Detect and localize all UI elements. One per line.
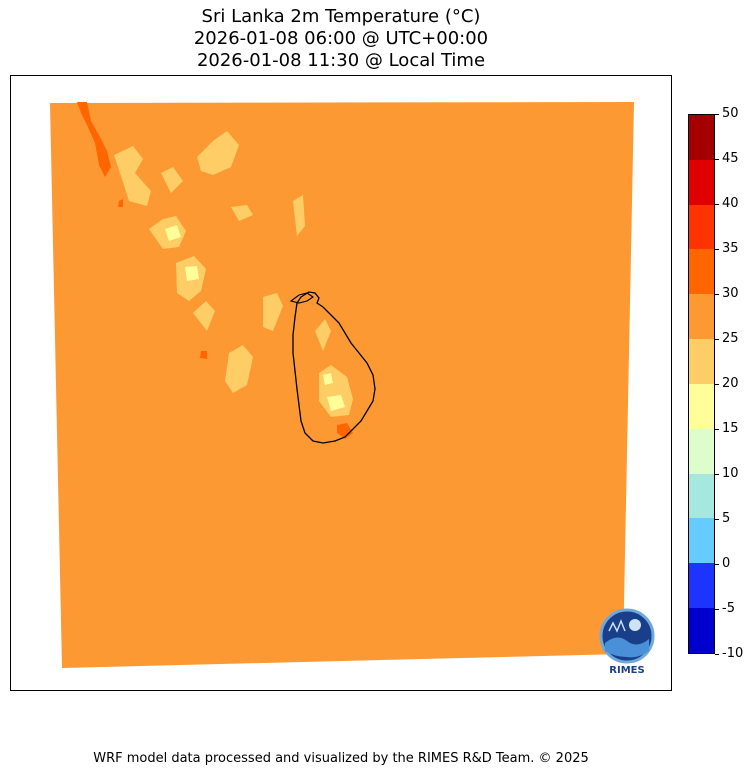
colorbar-swatch (689, 159, 714, 205)
colorbar-swatch (689, 115, 714, 160)
sri-lanka-coastline (292, 291, 376, 444)
title-line-3: 2026-01-08 11:30 @ Local Time (196, 50, 486, 71)
colorbar-tick-label: -10 (722, 646, 744, 661)
colorbar-swatch (689, 518, 714, 564)
colorbar-tick-mark (715, 474, 719, 475)
temperature-field-30-35 (77, 102, 353, 439)
colorbar-swatch (689, 473, 714, 519)
colorbar-tick-mark (715, 519, 719, 520)
colorbar-tick-label: 0 (722, 556, 731, 571)
title-line-1: Sri Lanka 2m Temperature (°C) (201, 6, 481, 27)
colorbar-swatch (689, 204, 714, 250)
colorbar-tick-label: 25 (722, 331, 739, 346)
colorbar-tick-label: -5 (722, 601, 735, 616)
colorbar-tick-label: 45 (722, 151, 739, 166)
colorbar-tick-label: 30 (722, 286, 739, 301)
rimes-logo: RIMES (595, 607, 659, 679)
rimes-logo-label: RIMES (609, 665, 645, 676)
colorbar-tick-labels: 50 45 40 35 30 25 20 15 10 5 0 -5 -10 (722, 107, 756, 661)
colorbar-tick-mark (715, 609, 719, 610)
colorbar (688, 114, 715, 654)
colorbar-tick-label: 50 (722, 106, 739, 121)
colorbar-tick-label: 10 (722, 466, 739, 481)
temperature-map (50, 102, 634, 668)
temperature-field-20-25 (114, 131, 353, 417)
title-line-2: 2026-01-08 06:00 @ UTC+00:00 (193, 28, 489, 49)
colorbar-tick-mark (715, 159, 719, 160)
colorbar-tick-mark (715, 564, 719, 565)
map-title: Sri Lanka 2m Temperature (°C) 2026-01-08… (0, 6, 682, 72)
temperature-field-15-20 (165, 225, 345, 411)
rimes-logo-icon (599, 608, 655, 664)
colorbar-swatch (689, 563, 714, 609)
colorbar-tick-mark (715, 654, 719, 655)
colorbar-tick-mark (715, 294, 719, 295)
colorbar-tick-label: 40 (722, 196, 739, 211)
colorbar-tick-mark (715, 339, 719, 340)
colorbar-tick-mark (715, 114, 719, 115)
colorbar-tick-label: 20 (722, 376, 739, 391)
colorbar-tick-mark (715, 204, 719, 205)
colorbar-tick-mark (715, 429, 719, 430)
colorbar-tick-mark (715, 384, 719, 385)
colorbar-swatch (689, 608, 714, 653)
colorbar-swatch (689, 249, 714, 295)
colorbar-tick-label: 5 (722, 511, 731, 526)
map-frame (10, 75, 672, 691)
footer-credit: WRF model data processed and visualized … (93, 751, 589, 766)
colorbar-tick-label: 15 (722, 421, 739, 436)
colorbar-swatch (689, 383, 714, 429)
colorbar-swatch (689, 339, 714, 384)
jaffna-peninsula-coastline (289, 292, 314, 304)
colorbar-swatch (689, 294, 714, 340)
colorbar-tick-mark (715, 249, 719, 250)
colorbar-tick-label: 35 (722, 241, 739, 256)
colorbar-swatch (689, 428, 714, 474)
